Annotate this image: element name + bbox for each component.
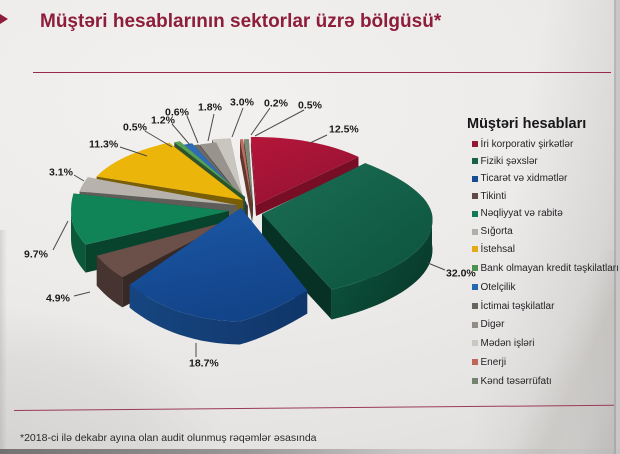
svg-text:3.0%: 3.0% xyxy=(230,97,255,109)
svg-text:12.5%: 12.5% xyxy=(329,124,359,136)
svg-text:4.9%: 4.9% xyxy=(46,293,71,305)
svg-text:0.6%: 0.6% xyxy=(165,107,190,119)
svg-text:32.0%: 32.0% xyxy=(446,268,476,280)
svg-text:1.2%: 1.2% xyxy=(151,115,176,127)
svg-text:0.2%: 0.2% xyxy=(264,98,289,110)
svg-text:9.7%: 9.7% xyxy=(24,249,49,261)
svg-text:1.8%: 1.8% xyxy=(198,102,223,114)
svg-text:11.3%: 11.3% xyxy=(89,139,119,151)
svg-text:0.5%: 0.5% xyxy=(298,100,323,112)
svg-text:3.1%: 3.1% xyxy=(49,167,74,179)
svg-text:18.7%: 18.7% xyxy=(189,358,219,370)
svg-text:0.5%: 0.5% xyxy=(123,122,148,134)
